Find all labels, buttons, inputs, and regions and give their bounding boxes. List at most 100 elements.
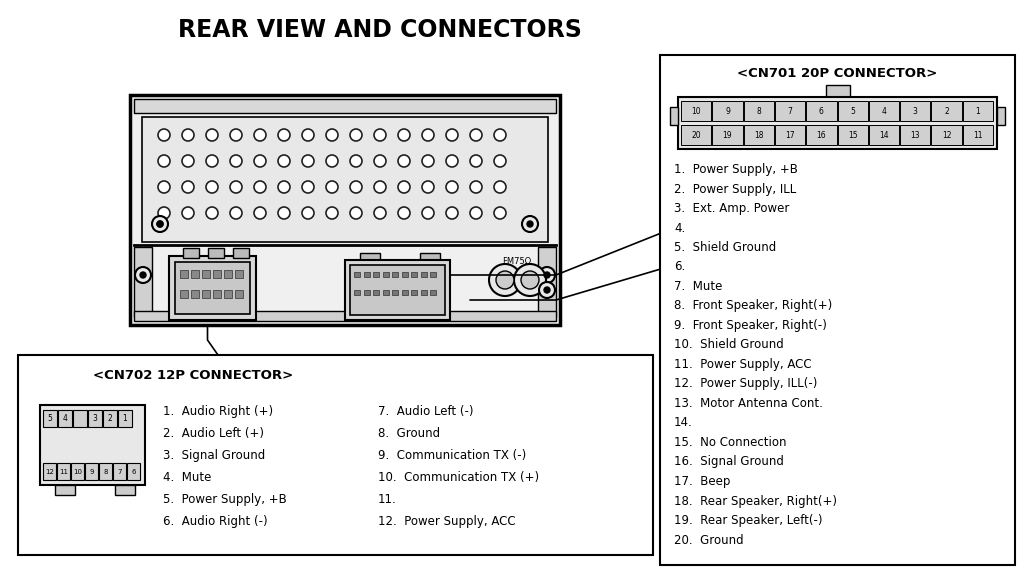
Text: 8.  Ground: 8. Ground: [378, 427, 440, 440]
Text: 3: 3: [92, 414, 97, 423]
Circle shape: [422, 129, 434, 141]
Circle shape: [230, 129, 242, 141]
Text: 8: 8: [757, 107, 761, 115]
Circle shape: [182, 129, 194, 141]
Text: 14: 14: [880, 130, 889, 140]
Bar: [202, 270, 210, 278]
Text: 2: 2: [108, 414, 113, 423]
Bar: [364, 272, 370, 277]
Bar: [932, 101, 962, 121]
Bar: [838, 125, 867, 145]
Circle shape: [398, 155, 410, 167]
Text: 9: 9: [89, 469, 94, 474]
Bar: [115, 485, 135, 495]
Bar: [134, 99, 556, 113]
Bar: [538, 247, 556, 317]
Bar: [180, 290, 188, 298]
Bar: [401, 272, 408, 277]
Circle shape: [254, 129, 266, 141]
Text: 4: 4: [62, 414, 68, 423]
Text: 10: 10: [73, 469, 82, 474]
Bar: [43, 463, 56, 480]
Bar: [118, 410, 132, 427]
Circle shape: [254, 155, 266, 167]
Bar: [175, 262, 250, 314]
Circle shape: [302, 207, 314, 219]
Text: 1: 1: [976, 107, 980, 115]
Circle shape: [494, 207, 506, 219]
Bar: [142, 117, 548, 242]
Text: 5: 5: [850, 107, 855, 115]
Circle shape: [446, 207, 458, 219]
Bar: [713, 101, 742, 121]
Text: 3.  Signal Ground: 3. Signal Ground: [163, 449, 265, 462]
Circle shape: [158, 129, 170, 141]
Bar: [18, 355, 653, 555]
Bar: [354, 290, 360, 295]
Circle shape: [326, 129, 338, 141]
Circle shape: [374, 155, 386, 167]
Bar: [43, 410, 57, 427]
Circle shape: [158, 207, 170, 219]
Text: 6: 6: [819, 107, 823, 115]
Bar: [392, 290, 398, 295]
Bar: [421, 272, 427, 277]
Circle shape: [398, 181, 410, 193]
Circle shape: [539, 267, 555, 283]
Text: 4.: 4.: [674, 222, 685, 235]
Bar: [234, 290, 243, 298]
Text: 9: 9: [725, 107, 730, 115]
Bar: [127, 463, 140, 480]
Bar: [430, 272, 436, 277]
Circle shape: [326, 181, 338, 193]
Text: 5.  Shield Ground: 5. Shield Ground: [674, 241, 776, 254]
Circle shape: [230, 181, 242, 193]
Bar: [208, 248, 224, 258]
Circle shape: [544, 287, 550, 293]
Circle shape: [494, 181, 506, 193]
Bar: [775, 101, 805, 121]
Bar: [411, 272, 417, 277]
Text: FM75Ω: FM75Ω: [503, 257, 531, 266]
Circle shape: [254, 207, 266, 219]
Bar: [71, 463, 84, 480]
Bar: [411, 290, 417, 295]
Bar: [868, 125, 899, 145]
Circle shape: [446, 155, 458, 167]
Text: 4.  Mute: 4. Mute: [163, 471, 211, 484]
Circle shape: [302, 129, 314, 141]
Bar: [900, 101, 931, 121]
Text: 7.  Mute: 7. Mute: [674, 280, 722, 293]
Circle shape: [522, 216, 538, 232]
Bar: [224, 290, 232, 298]
Bar: [678, 97, 997, 149]
Text: 19: 19: [723, 130, 732, 140]
Circle shape: [230, 207, 242, 219]
Circle shape: [326, 155, 338, 167]
Text: 8: 8: [103, 469, 108, 474]
Bar: [392, 272, 398, 277]
Text: 11.: 11.: [378, 493, 396, 506]
Text: 1: 1: [123, 414, 127, 423]
Text: REAR VIEW AND CONNECTORS: REAR VIEW AND CONNECTORS: [178, 18, 582, 42]
Text: 13.  Motor Antenna Cont.: 13. Motor Antenna Cont.: [674, 397, 823, 410]
Text: 2.  Power Supply, ILL: 2. Power Supply, ILL: [674, 183, 797, 196]
Text: 18: 18: [754, 130, 764, 140]
Circle shape: [302, 181, 314, 193]
Circle shape: [254, 181, 266, 193]
Text: 7.  Audio Left (-): 7. Audio Left (-): [378, 405, 473, 418]
Text: 10.  Communication TX (+): 10. Communication TX (+): [378, 471, 539, 484]
Bar: [354, 272, 360, 277]
Bar: [681, 101, 712, 121]
Circle shape: [157, 221, 163, 227]
Text: 16.  Signal Ground: 16. Signal Ground: [674, 456, 784, 469]
Circle shape: [514, 264, 546, 296]
Circle shape: [494, 155, 506, 167]
Bar: [234, 270, 243, 278]
Text: 12: 12: [45, 469, 54, 474]
Circle shape: [470, 129, 482, 141]
Text: 10.  Shield Ground: 10. Shield Ground: [674, 339, 783, 352]
Circle shape: [521, 271, 539, 289]
Bar: [58, 410, 72, 427]
Circle shape: [398, 129, 410, 141]
